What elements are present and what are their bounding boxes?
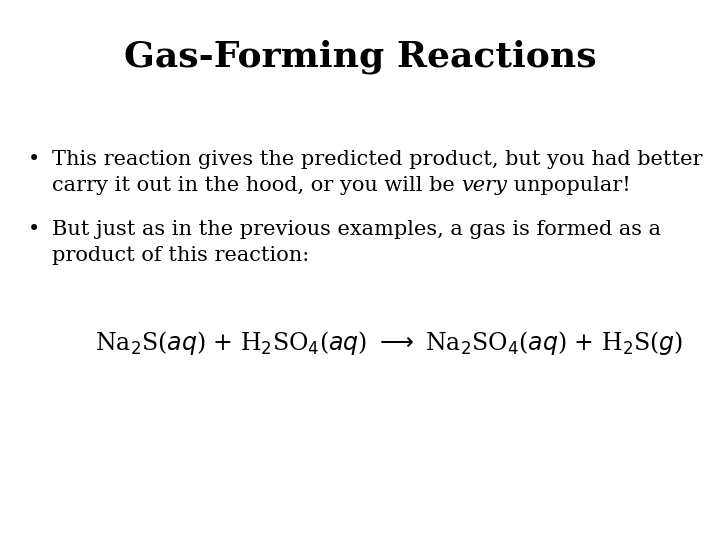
- Text: product of this reaction:: product of this reaction:: [52, 246, 310, 265]
- Text: But just as in the previous examples, a gas is formed as a: But just as in the previous examples, a …: [52, 220, 661, 239]
- Text: Gas-Forming Reactions: Gas-Forming Reactions: [124, 40, 596, 75]
- Text: This reaction gives the predicted product, but you had better: This reaction gives the predicted produc…: [52, 150, 703, 169]
- Text: •: •: [28, 150, 40, 169]
- Text: •: •: [28, 220, 40, 239]
- Text: very: very: [462, 176, 508, 195]
- Text: carry it out in the hood, or you will be: carry it out in the hood, or you will be: [52, 176, 462, 195]
- Text: Na$_2$S($aq$) + H$_2$SO$_4$($aq$) $\longrightarrow$ Na$_2$SO$_4$($aq$) + H$_2$S(: Na$_2$S($aq$) + H$_2$SO$_4$($aq$) $\long…: [95, 329, 683, 357]
- Text: unpopular!: unpopular!: [508, 176, 631, 195]
